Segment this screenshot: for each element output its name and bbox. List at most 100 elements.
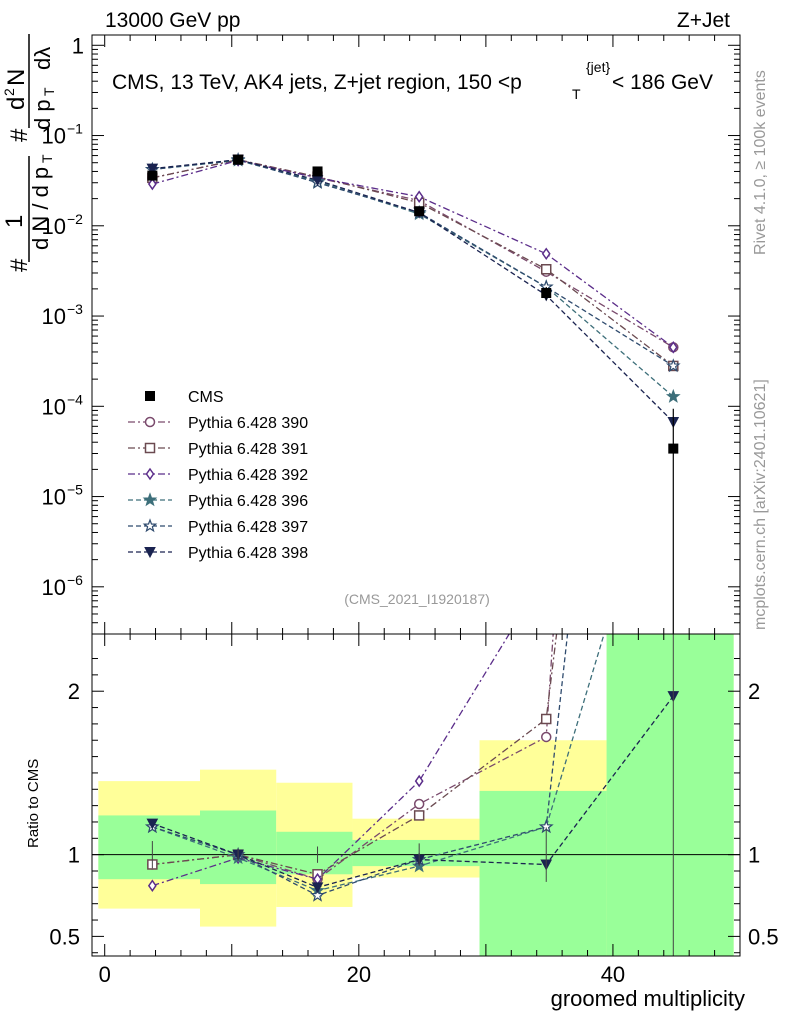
main-series-line — [145, 151, 681, 373]
main-series-line — [147, 154, 679, 353]
main-series-line — [147, 154, 678, 354]
svg-text:#: # — [6, 258, 33, 272]
svg-text:d: d — [3, 97, 30, 110]
legend-entry: Pythia 6.428 398 — [128, 545, 308, 562]
x-tick-label: 20 — [347, 962, 371, 987]
ratio-marker — [413, 810, 425, 821]
ratio-data-errors — [151, 634, 674, 956]
svg-text:T: T — [572, 86, 581, 102]
cms-data-point — [147, 170, 158, 181]
legend-marker — [144, 442, 156, 454]
main-y-tick-label: 10 — [42, 485, 66, 510]
series-line — [152, 159, 674, 348]
series-line — [152, 159, 674, 348]
legend-entry-cms: CMS — [145, 389, 224, 406]
ratio-band-inner — [479, 790, 607, 956]
legend-entry: Pythia 6.428 397 — [128, 518, 308, 536]
series-marker — [540, 263, 552, 275]
svg-text:2: 2 — [1, 88, 17, 96]
ratio-frame — [91, 633, 741, 957]
series-marker — [147, 177, 157, 191]
ratio-marker — [146, 818, 159, 830]
cms-data-point — [668, 443, 679, 454]
legend-marker — [144, 416, 156, 428]
legend-marker — [145, 467, 155, 481]
main-y-tick-exponent: −4 — [67, 391, 83, 407]
ratio-y-tick-label-right: 1 — [748, 843, 760, 868]
ratio-y-tick-label: 1 — [68, 843, 80, 868]
ratio-marker — [147, 879, 157, 893]
series-marker — [665, 358, 681, 373]
series-line — [152, 159, 674, 423]
ratio-band-inner — [276, 831, 353, 875]
ratio-marker — [540, 713, 552, 725]
ratio-marker — [540, 731, 552, 743]
main-y-tick-label: 10 — [42, 304, 66, 329]
main-x-ticks — [104, 35, 741, 634]
main-y-ticks: 10 −610 −510 −410 −310 −210 −11 — [42, 33, 740, 624]
legend-marker — [142, 518, 158, 533]
svg-text:d N / d p: d N / d p — [28, 167, 53, 250]
cms-data-point — [312, 166, 323, 177]
legend-label: Pythia 6.428 397 — [188, 519, 308, 536]
svg-text:N: N — [3, 69, 30, 86]
main-y-tick-exponent: −1 — [67, 121, 83, 137]
energy-label: 13000 GeV pp — [105, 9, 240, 32]
cms-data — [147, 154, 679, 634]
ratio-y-tick-label: 2 — [68, 679, 80, 704]
x-tick-label: 0 — [99, 962, 111, 987]
legend-entry: Pythia 6.428 391 — [128, 441, 308, 458]
svg-text:1: 1 — [1, 215, 28, 228]
ratio-marker — [413, 798, 425, 810]
legend-label: Pythia 6.428 398 — [188, 545, 308, 562]
main-y-tick-exponent: −5 — [67, 482, 83, 498]
series-marker — [665, 388, 681, 403]
svg-text:< 186 GeV: < 186 GeV — [612, 71, 713, 94]
main-series-line — [146, 154, 680, 429]
plot-title: CMS, 13 TeV, AK4 jets, Z+jet region, 150… — [112, 59, 713, 102]
svg-text:d p: d p — [30, 99, 55, 130]
legend-label: Pythia 6.428 392 — [188, 467, 308, 484]
x-axis-title: groomed multiplicity — [551, 986, 745, 1011]
legend-entry: Pythia 6.428 390 — [128, 415, 308, 432]
ratio-y-tick-label-right: 2 — [748, 679, 760, 704]
ratio-y-tick-label-right: 0.5 — [748, 924, 779, 949]
legend-marker — [144, 547, 156, 559]
ratio-series-line — [146, 691, 680, 894]
svg-text:T: T — [39, 154, 55, 163]
main-y-tick-label: 10 — [42, 214, 66, 239]
main-y-tick-label: 10 — [42, 575, 66, 600]
main-y-tick-label: 1 — [72, 33, 84, 58]
main-series — [145, 151, 681, 634]
legend-label: CMS — [188, 389, 224, 406]
svg-text:#: # — [6, 128, 33, 142]
series-marker — [146, 163, 159, 175]
ratio-y-tick-label: 0.5 — [49, 924, 80, 949]
main-y-tick-label: 10 — [42, 394, 66, 419]
ratio-marker — [311, 882, 324, 894]
cms-data-point — [414, 206, 425, 217]
series-line — [152, 159, 674, 367]
main-y-tick-label: 10 — [42, 124, 66, 149]
main-y-tick-exponent: −6 — [67, 572, 83, 588]
series-line — [152, 159, 674, 398]
ratio-line — [152, 634, 510, 887]
series-marker — [414, 190, 424, 204]
analysis-id: (CMS_2021_I1920187) — [344, 591, 490, 607]
cms-data-point — [233, 154, 244, 165]
svg-text:CMS, 13 TeV, AK4 jets, Z+jet r: CMS, 13 TeV, AK4 jets, Z+jet region, 150… — [112, 71, 522, 94]
ratio-y-axis-title: Ratio to CMS — [25, 759, 42, 848]
legend-marker — [145, 391, 155, 401]
main-series-line — [145, 152, 681, 403]
main-series-line — [147, 154, 679, 372]
x-tick-label: 40 — [601, 962, 625, 987]
series-marker — [668, 341, 678, 354]
process-label: Z+Jet — [677, 9, 730, 32]
legend-label: Pythia 6.428 396 — [188, 493, 308, 510]
svg-text:dλ: dλ — [30, 47, 55, 70]
legend-label: Pythia 6.428 390 — [188, 415, 308, 432]
ratio-marker — [310, 887, 325, 902]
legend-marker — [142, 492, 158, 507]
legend-entry: Pythia 6.428 396 — [128, 492, 308, 510]
